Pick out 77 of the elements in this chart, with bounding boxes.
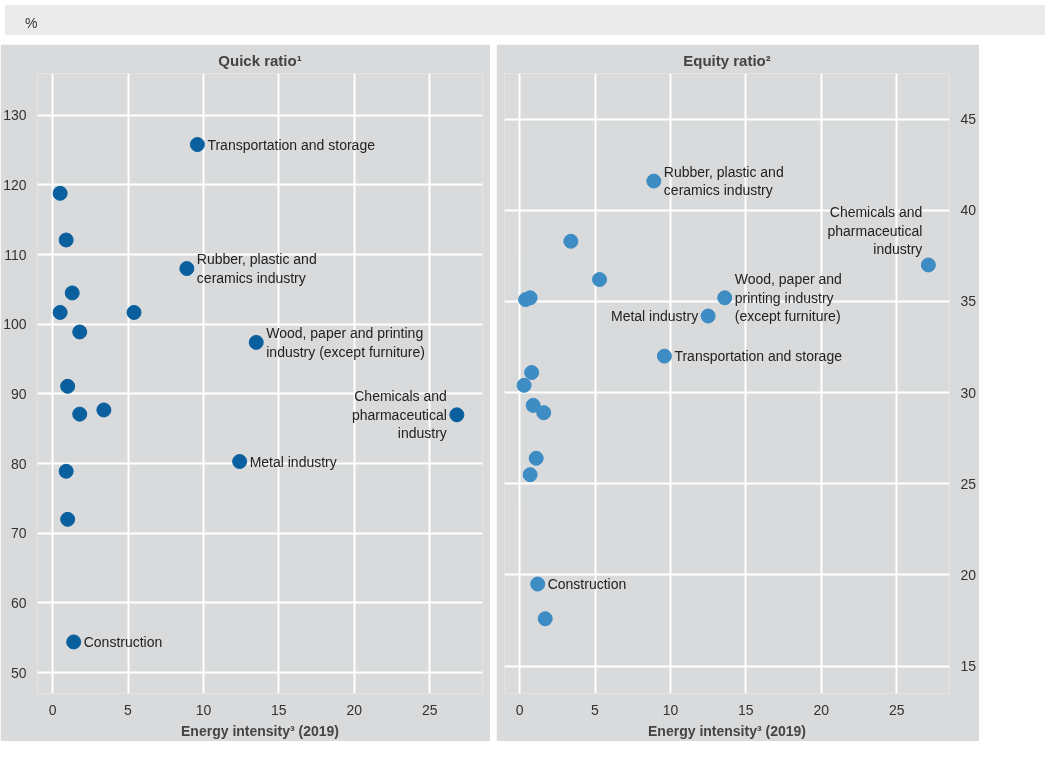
x-tick-label: 5 — [591, 701, 600, 718]
x-tick-label: 0 — [48, 701, 57, 718]
y-tick-label: 35 — [960, 293, 977, 310]
point — [66, 634, 82, 650]
point — [522, 467, 538, 483]
point — [449, 407, 465, 423]
point — [528, 450, 544, 466]
y-tick-label: 50 — [10, 664, 27, 681]
annotation: Chemicals and pharmaceutical industry — [351, 388, 447, 442]
y-tick-label: 25 — [960, 475, 977, 492]
point — [126, 304, 142, 320]
x-tick-label: 20 — [346, 701, 363, 718]
point — [60, 378, 76, 394]
y-tick-label: 30 — [960, 384, 977, 401]
point — [525, 397, 541, 413]
chart-title: Equity ratio² — [683, 51, 771, 69]
point — [96, 402, 112, 418]
point — [60, 511, 76, 527]
y-tick-label: 45 — [960, 111, 977, 128]
point — [64, 285, 80, 301]
annotation: Wood, paper and printing industry (except furniture) — [266, 325, 425, 360]
x-tick-label: 20 — [813, 701, 830, 718]
y-tick-label: 60 — [10, 594, 27, 611]
annotation: Rubber, plastic and ceramics industry — [663, 163, 784, 199]
x-tick-label: 15 — [271, 701, 287, 718]
point — [537, 611, 553, 627]
point — [563, 233, 579, 249]
x-tick-label: 10 — [195, 701, 212, 718]
x-tick-label: 10 — [662, 701, 679, 718]
y-tick-label: 100 — [3, 316, 27, 333]
point — [232, 454, 248, 470]
annotation: Metal industry — [611, 308, 699, 325]
y-tick-label: 20 — [960, 566, 977, 583]
point — [52, 304, 68, 320]
annotation: Wood, paper and printing industry (except furniture) — [734, 271, 842, 325]
annotation: Transportation and storage — [674, 348, 843, 365]
point — [524, 365, 540, 381]
point — [530, 576, 546, 592]
y-tick-label: 80 — [10, 455, 27, 472]
x-tick-label: 5 — [124, 701, 133, 718]
x-tick-label: 25 — [421, 701, 438, 718]
point — [72, 324, 88, 340]
y-tick-label: 120 — [3, 176, 27, 193]
point — [58, 463, 74, 479]
y-tick-label: 110 — [4, 246, 27, 263]
annotation: Metal industry — [249, 453, 337, 470]
chart-title: Quick ratio¹ — [218, 51, 302, 69]
x-tick-label: 15 — [738, 701, 754, 718]
x-axis-title: Energy intensity³ (2019) — [648, 722, 806, 739]
y-tick-label: 130 — [3, 107, 27, 124]
annotation: Construction — [83, 633, 163, 650]
point — [717, 290, 733, 306]
y-tick-label: 90 — [10, 385, 27, 402]
point — [516, 377, 532, 393]
point — [52, 185, 68, 201]
y-tick-label: 70 — [10, 525, 27, 542]
point — [656, 348, 672, 364]
annotation: Transportation and storage — [207, 136, 376, 153]
point — [592, 272, 608, 288]
point — [189, 137, 205, 153]
point — [646, 173, 662, 189]
y-tick-label: 15 — [960, 658, 977, 675]
x-axis-title: Energy intensity³ (2019) — [181, 722, 339, 739]
point — [179, 261, 195, 277]
annotation: Construction — [547, 576, 627, 593]
x-tick-label: 0 — [515, 701, 524, 718]
point — [72, 406, 88, 422]
point — [58, 232, 74, 248]
point — [248, 334, 264, 350]
annotation: Chemicals and pharmaceutical industry — [827, 204, 923, 257]
point — [536, 405, 552, 421]
point — [700, 308, 716, 324]
y-tick-label: 40 — [960, 202, 977, 219]
y-axis-title: % — [25, 14, 38, 33]
x-tick-label: 25 — [888, 701, 905, 718]
point — [920, 257, 936, 273]
annotation: Rubber, plastic and ceramics industry — [196, 251, 317, 286]
